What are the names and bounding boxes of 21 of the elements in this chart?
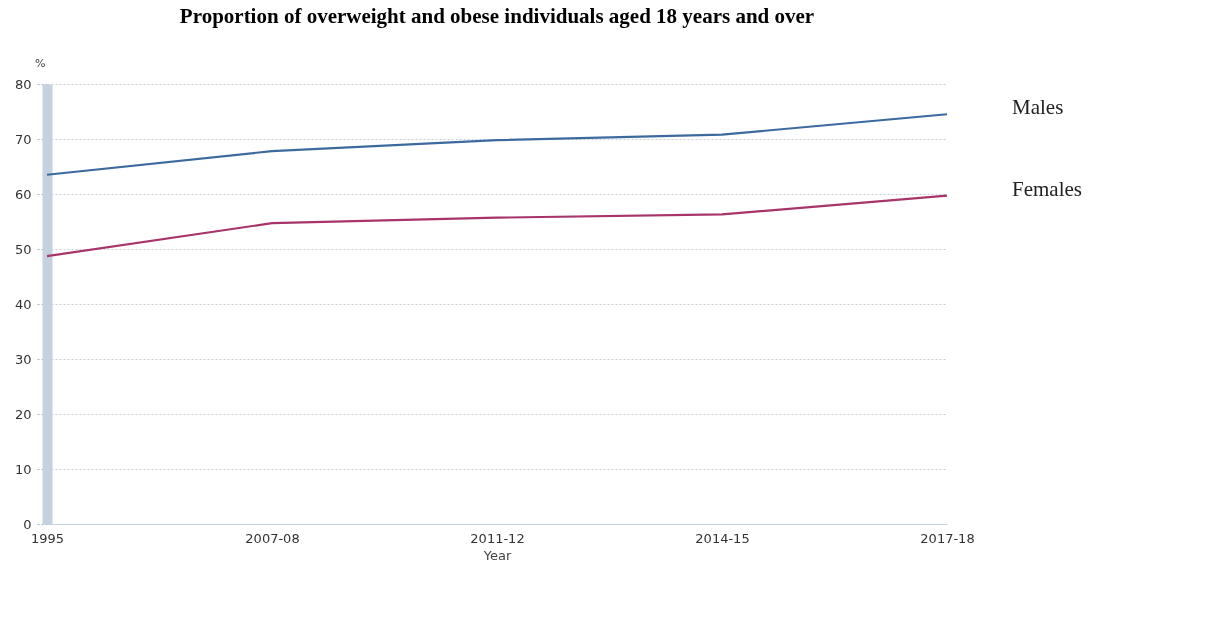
y-axis-title: % xyxy=(35,56,46,70)
y-tick-label: 0 xyxy=(23,516,32,532)
y-tick-label: 40 xyxy=(14,296,32,312)
x-tick-label: 2007-08 xyxy=(245,530,300,546)
line-series xyxy=(45,113,949,176)
line-series xyxy=(45,194,949,258)
x-axis-title: Year xyxy=(482,547,512,563)
y-tick-label: 60 xyxy=(14,186,32,202)
y-tick-label: 30 xyxy=(14,351,32,367)
x-tick-label: 2011-12 xyxy=(470,530,525,546)
x-tick-label: 2017-18 xyxy=(920,530,975,546)
y-tick-label: 20 xyxy=(14,406,32,422)
y-tick-label: 10 xyxy=(14,461,32,477)
text: Females xyxy=(1012,176,1082,201)
y-tick-label: 80 xyxy=(14,76,32,92)
y-tick-label: 70 xyxy=(14,131,32,147)
y-tick-label: 50 xyxy=(14,241,32,257)
x-tick-label: 1995 xyxy=(30,530,65,546)
text: Males xyxy=(1012,95,1064,120)
chart-title: Proportion of overweight and obese individuals aged 18 years and over xyxy=(179,4,815,28)
x-tick-label: 2014-15 xyxy=(695,530,750,546)
